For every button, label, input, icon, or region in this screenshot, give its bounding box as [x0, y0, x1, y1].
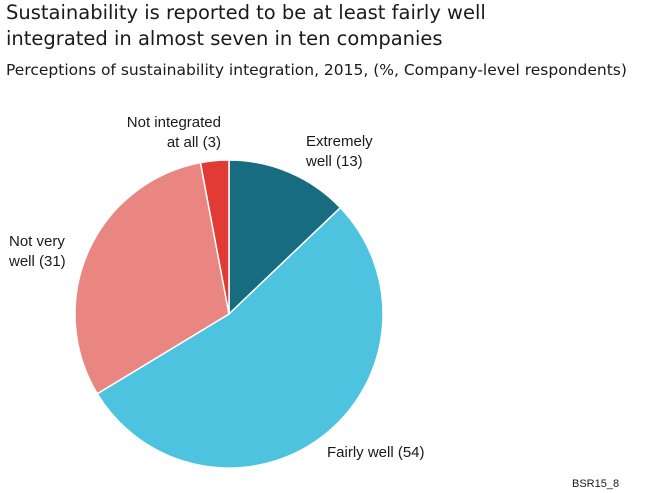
slice-label-2: Not very well (31): [8, 233, 66, 270]
slice-label-3: Not integrated at all (3): [127, 114, 221, 151]
slice-label-2-line-0: Not very: [9, 233, 65, 250]
pie-slice-2: [74, 161, 230, 395]
slice-label-3-line-1: at all (3): [167, 134, 221, 151]
slice-label-0-line-1: well (13): [305, 153, 363, 170]
source-code-note: BSR15_8: [572, 478, 620, 490]
slice-label-2-line-1: well (31): [8, 253, 66, 270]
slice-label-1: Fairly well (54): [327, 444, 425, 461]
slice-label-3-line-0: Not integrated: [127, 114, 221, 131]
slice-label-1-line-0: Fairly well (54): [327, 444, 425, 461]
pie-labels: Extremely well (13) Fairly well (54) Not ve…: [8, 114, 425, 461]
chart-title: Sustainability is reported to be at leas…: [6, 0, 626, 52]
slice-label-0-line-0: Extremely: [306, 133, 373, 150]
chart-subtitle: Perceptions of sustainability integratio…: [6, 61, 627, 79]
pie-slice-1: [96, 206, 384, 469]
chart-title-line-1: Sustainability is reported to be at leas…: [6, 1, 486, 24]
chart-title-line-2: integrated in almost seven in ten compan…: [6, 27, 443, 50]
pie-slice-0: [228, 159, 342, 315]
pie-slices: [74, 159, 384, 469]
pie-slice-3: [199, 159, 230, 315]
slice-label-0: Extremely well (13): [305, 133, 373, 170]
